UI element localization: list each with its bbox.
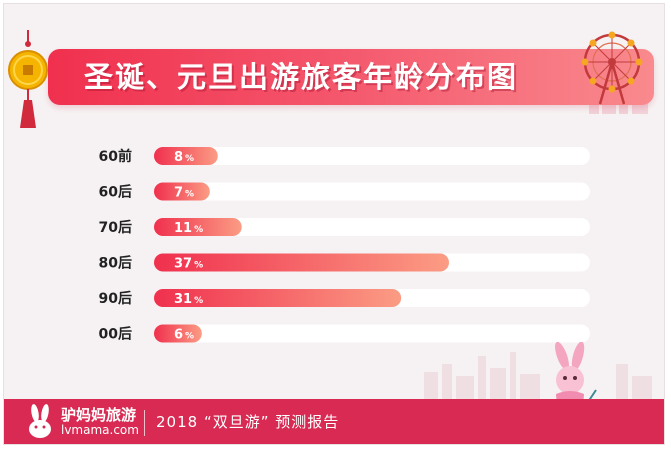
bar-track (154, 182, 590, 201)
chart-row: 60前 8% (99, 147, 590, 165)
bar (154, 324, 202, 343)
bar (154, 289, 402, 307)
footer-divider (144, 410, 145, 436)
bar (154, 182, 210, 201)
bar (154, 218, 242, 236)
bar-track (154, 218, 590, 236)
bar-value-label: 7% (174, 186, 194, 201)
category-label: 60后 (99, 184, 132, 201)
bar-track (154, 147, 590, 165)
age-distribution-chart: 60前 8 % 60后 7 % 70后 11 % 80后 37 % 90后 31 % 00后 6% (99, 147, 590, 343)
chart-row: 00后 6% (99, 324, 590, 343)
ferris-wheel-icon (581, 31, 643, 105)
bar-track (154, 324, 590, 343)
chart-row: 60后 7% (99, 182, 590, 201)
bunny-logo-icon (29, 404, 51, 438)
report-title: 2018 “双旦游” 预测报告 (156, 413, 340, 431)
bar-value-label: 6% (174, 328, 194, 343)
title-banner: 圣诞、元旦出游旅客年龄分布图 (48, 49, 654, 105)
chart-row: 80后 37% (99, 253, 590, 272)
lucky-coin-icon (8, 30, 48, 128)
footer-bar: 驴妈妈旅游 lvmama.com 2018 “双旦游” 预测报告 (4, 399, 664, 444)
chart-row: 90后 31% (99, 289, 590, 307)
bar-value-label: 8% (174, 150, 194, 165)
category-label: 70后 (99, 219, 132, 236)
bar (154, 253, 449, 272)
brand-name-cn: 驴妈妈旅游 (61, 406, 137, 424)
category-label: 80后 (99, 255, 132, 272)
infographic-frame: 圣诞、元旦出游旅客年龄分布图 (3, 3, 665, 445)
bar-value-label: 11% (174, 221, 203, 236)
bar-value-label: 31% (174, 292, 203, 307)
brand-name-en: lvmama.com (61, 423, 139, 437)
bar (154, 147, 218, 165)
category-label: 00后 (99, 326, 132, 343)
category-label: 60前 (99, 148, 132, 165)
category-label: 90后 (99, 290, 132, 307)
bar-value-label: 37% (174, 257, 203, 272)
chart-row: 70后 11% (99, 218, 590, 236)
page-title: 圣诞、元旦出游旅客年龄分布图 (84, 60, 519, 94)
